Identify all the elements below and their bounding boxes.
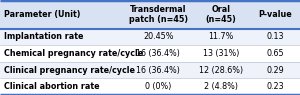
Text: Implantation rate: Implantation rate: [4, 32, 83, 41]
Text: Oral
(n=45): Oral (n=45): [206, 5, 237, 24]
Bar: [0, 78, 300, 95]
Text: 13 (31%): 13 (31%): [203, 49, 239, 58]
Text: 0.65: 0.65: [266, 49, 284, 58]
Bar: [0, 0, 300, 28]
Text: 0.29: 0.29: [266, 66, 284, 75]
Text: Chemical pregnancy rate/cycle: Chemical pregnancy rate/cycle: [4, 49, 143, 58]
Text: P-value: P-value: [258, 10, 292, 19]
Text: 0 (0%): 0 (0%): [145, 82, 171, 91]
Text: 16 (36.4%): 16 (36.4%): [136, 66, 180, 75]
Text: 2 (4.8%): 2 (4.8%): [204, 82, 238, 91]
Bar: [0, 28, 300, 45]
Bar: [0, 62, 300, 78]
Text: 11.7%: 11.7%: [208, 32, 234, 41]
Text: 12 (28.6%): 12 (28.6%): [199, 66, 243, 75]
Text: 0.23: 0.23: [266, 82, 284, 91]
Bar: [0, 45, 300, 62]
Text: Clinical abortion rate: Clinical abortion rate: [4, 82, 99, 91]
Text: Clinical pregnancy rate/cycle: Clinical pregnancy rate/cycle: [4, 66, 135, 75]
Text: 16 (36.4%): 16 (36.4%): [136, 49, 180, 58]
Text: 20.45%: 20.45%: [143, 32, 173, 41]
Text: Transdermal
patch (n=45): Transdermal patch (n=45): [129, 5, 188, 24]
Text: 0.13: 0.13: [266, 32, 284, 41]
Text: Parameter (Unit): Parameter (Unit): [4, 10, 80, 19]
